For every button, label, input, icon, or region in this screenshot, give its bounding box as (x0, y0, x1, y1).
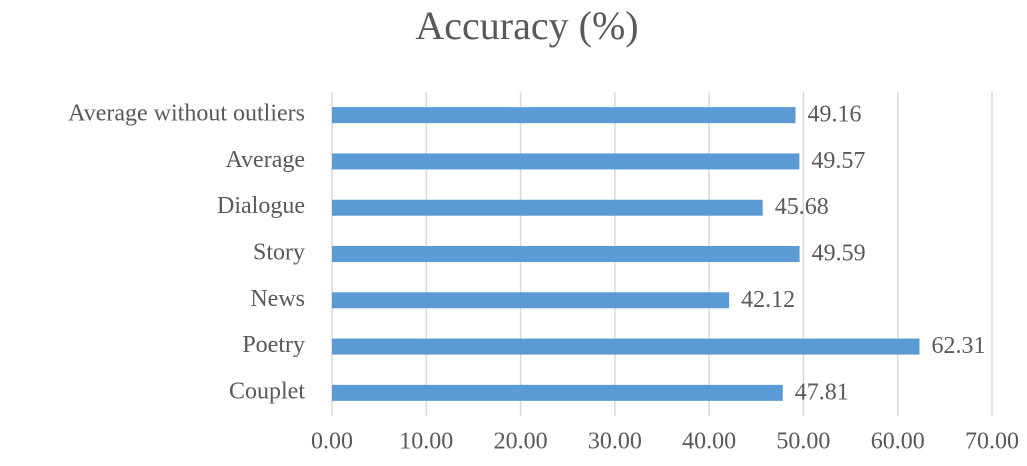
bar (332, 338, 920, 355)
y-tick-label: Poetry (242, 332, 305, 358)
bar (332, 107, 796, 124)
y-tick-label: Couplet (229, 378, 305, 404)
data-label: 62.31 (931, 333, 985, 359)
data-label: 45.68 (775, 194, 829, 220)
chart-title: Accuracy (%) (415, 3, 638, 48)
bar (332, 199, 763, 216)
bar (332, 153, 800, 170)
x-tick-label: 20.00 (494, 429, 548, 455)
x-tick-label: 50.00 (776, 429, 830, 455)
x-tick-label: 40.00 (682, 429, 736, 455)
data-label: 42.12 (741, 287, 795, 313)
x-tick-label: 70.00 (965, 429, 1019, 455)
data-label: 49.57 (811, 148, 865, 174)
y-tick-label: Story (253, 240, 305, 266)
y-tick-label: Dialogue (217, 193, 305, 219)
bar (332, 246, 800, 262)
x-tick-label: 60.00 (871, 429, 925, 455)
bar (332, 292, 730, 309)
data-label: 49.16 (808, 102, 862, 128)
x-tick-label: 10.00 (399, 429, 453, 455)
data-label: 47.81 (795, 379, 849, 405)
data-label: 49.59 (812, 241, 866, 267)
y-tick-label: Average without outliers (68, 101, 305, 127)
x-tick-label: 30.00 (588, 429, 642, 455)
y-tick-label: News (250, 286, 305, 312)
bar (332, 384, 783, 401)
y-tick-label: Average (226, 147, 306, 173)
x-tick-label: 0.00 (311, 429, 353, 455)
